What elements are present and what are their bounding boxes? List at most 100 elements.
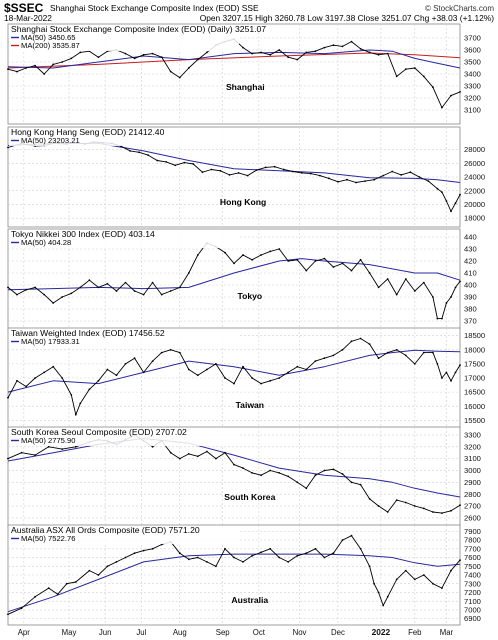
x-tick-label: Aug [173, 628, 187, 637]
y-tick-label: 7500 [464, 562, 481, 571]
price-point [88, 569, 91, 572]
price-point [52, 365, 55, 368]
price-point [355, 181, 357, 184]
price-point [187, 67, 190, 69]
price-point [151, 52, 154, 55]
y-tick-label: 22000 [464, 186, 485, 195]
price-point [422, 351, 425, 354]
price-point [196, 374, 199, 377]
legend-bg [9, 428, 239, 446]
price-point [427, 180, 430, 183]
legend-bg [9, 128, 239, 146]
price-point [305, 51, 308, 54]
price-point [160, 351, 163, 354]
price-point [386, 595, 389, 598]
price-point [332, 468, 335, 471]
price-point [404, 68, 407, 71]
legend-entry: MA(50) 3450.65 [21, 33, 75, 42]
price-point [305, 487, 308, 490]
price-point [445, 302, 448, 304]
ma50-line [7, 49, 461, 69]
price-point [88, 388, 91, 391]
y-tick-label: 3100 [464, 106, 481, 115]
price-point [47, 587, 50, 589]
header-symbol: $SSEC [4, 1, 44, 15]
x-tick-label: Jun [99, 628, 112, 637]
x-tick-label: Dec [331, 628, 345, 637]
x-tick-label: Jul [136, 628, 146, 637]
price-point [373, 582, 375, 585]
price-point [169, 348, 172, 351]
y-tick-label: 16000 [464, 402, 485, 411]
price-point [260, 474, 262, 477]
ma200-line [7, 52, 461, 69]
price-point [323, 257, 326, 260]
price-point [441, 317, 443, 320]
price-point [61, 377, 64, 379]
price-point [341, 45, 344, 48]
x-axis: Apr May Jun Jul Aug Sep Oct Nov Dec 2022 Feb Mar [18, 627, 454, 637]
price-point [413, 67, 416, 69]
price-point [319, 174, 321, 177]
price-point [160, 293, 163, 296]
panel-name: South Korea [224, 492, 275, 502]
price-point [7, 68, 9, 71]
price-point [65, 582, 68, 585]
price-point [441, 106, 443, 109]
panel-title: South Korea Seoul Composite (EOD) 2707.0… [11, 427, 187, 437]
price-point [359, 547, 362, 550]
price-point [61, 296, 64, 298]
price-point [133, 552, 136, 555]
price-point [178, 457, 181, 460]
price-point [115, 561, 118, 563]
price-point [409, 171, 412, 174]
price-point [364, 180, 366, 183]
ma50-line [7, 553, 461, 613]
y-tick-label: 7400 [464, 571, 481, 580]
price-point [142, 293, 145, 296]
price-point [404, 278, 407, 280]
price-point [246, 174, 249, 177]
price-point [70, 292, 73, 295]
price-point [441, 191, 443, 194]
y-tick-label: 16500 [464, 388, 485, 397]
price-point [106, 368, 109, 371]
price-point [16, 379, 18, 382]
price-point [187, 558, 190, 561]
y-tick-label: 18000 [464, 214, 485, 223]
price-point [350, 269, 353, 272]
price-point [278, 472, 281, 474]
y-tick-label: 24000 [464, 173, 485, 182]
price-point [201, 171, 204, 174]
price-point [305, 269, 308, 272]
price-point [233, 463, 235, 466]
legend-entry: MA(50) 7522.76 [21, 534, 75, 543]
price-point [183, 161, 186, 164]
price-point [106, 282, 109, 285]
price-point [432, 511, 434, 513]
price-point [206, 450, 208, 453]
x-tick-label: Oct [253, 628, 266, 637]
price-point [169, 70, 172, 73]
y-tick-label: 3700 [464, 34, 481, 43]
y-tick-label: 17000 [464, 374, 485, 383]
panel-name: Tokyo [237, 291, 262, 301]
panel-5: 2600 2700 2800 2900 3000 3100 3200 3300 South Ko… [7, 426, 481, 528]
x-tick-label: Feb [408, 628, 422, 637]
price-point [133, 57, 136, 60]
price-point [395, 75, 398, 78]
price-point [422, 75, 425, 78]
price-point [273, 165, 276, 168]
price-point [377, 505, 380, 507]
y-tick-label: 440 [464, 233, 477, 242]
price-point [436, 363, 439, 365]
price-point [377, 591, 380, 594]
panel-1: 3100 3200 3300 3400 3500 3600 3700 Shanghai Sto… [7, 23, 481, 125]
price-point [97, 379, 100, 382]
price-point [441, 587, 443, 589]
price-point [278, 248, 281, 250]
price-point [251, 52, 254, 55]
legend-bg [9, 230, 239, 248]
price-point [459, 193, 461, 196]
